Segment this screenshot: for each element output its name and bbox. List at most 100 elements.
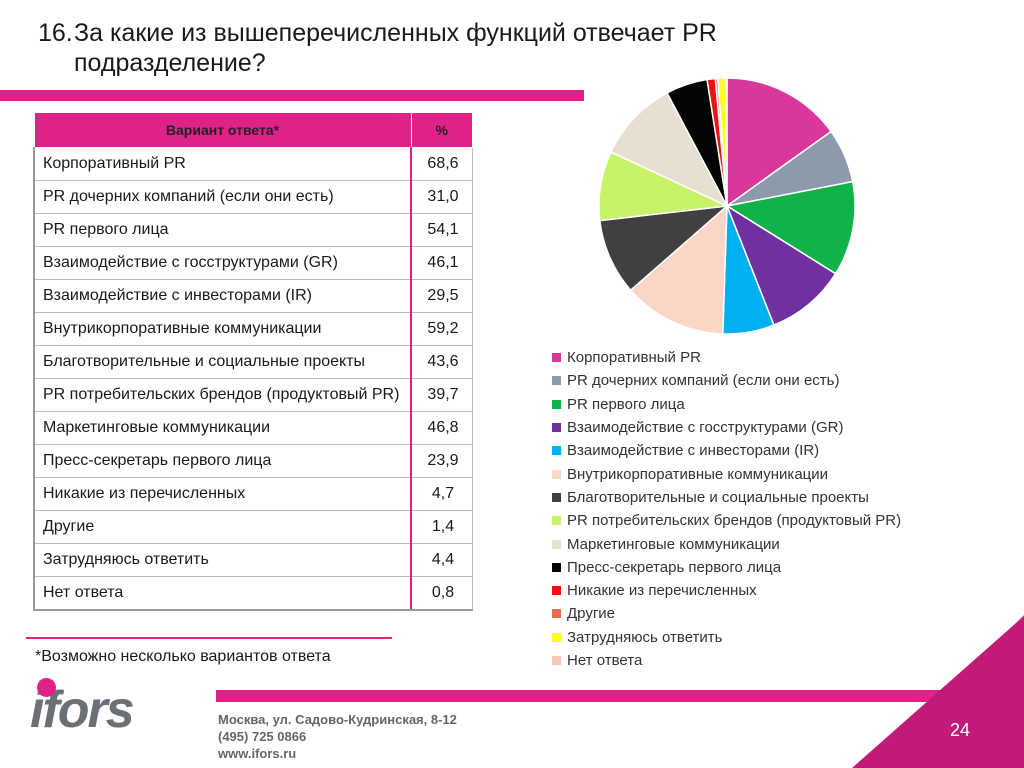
option-label: PR потребительских брендов (продуктовый … <box>33 378 412 412</box>
legend-item: Никакие из перечисленных <box>552 579 901 602</box>
legend-item: Нет ответа <box>552 649 901 672</box>
legend-label: Нет ответа <box>567 652 643 669</box>
legend-label: PR первого лица <box>567 395 685 413</box>
table-row: Взаимодействие с инвесторами (IR) 29,5 <box>33 279 473 313</box>
table-row: PR первого лица 54,1 <box>33 213 473 247</box>
legend-swatch <box>552 446 561 456</box>
option-label: PR первого лица <box>33 213 412 247</box>
legend-swatch <box>552 353 561 363</box>
legend-swatch <box>552 562 561 572</box>
option-percent: 4,4 <box>410 543 473 577</box>
option-label: Пресс-секретарь первого лица <box>33 444 412 478</box>
address: Москва, ул. Садово-Кудринская, 8-12 <box>218 712 457 727</box>
option-label: Нет ответа <box>33 576 412 611</box>
table-row: Благотворительные и социальные проекты 43… <box>33 345 473 379</box>
option-percent: 29,5 <box>410 279 473 313</box>
table-row: Внутрикорпоративные коммуникации 59,2 <box>33 312 473 346</box>
table-row: Никакие из перечисленных 4,7 <box>33 477 473 511</box>
table-row: Маркетинговые коммуникации 46,8 <box>33 411 473 445</box>
table-row: Другие 1,4 <box>33 510 473 544</box>
legend-swatch <box>552 609 561 619</box>
phone: (495) 725 0866 <box>218 729 307 744</box>
legend-item: PR первого лица <box>552 393 901 416</box>
legend-swatch <box>552 656 561 665</box>
legend-swatch <box>552 423 561 433</box>
legend-item: Затрудняюсь ответить <box>552 626 901 649</box>
legend-label: Взаимодействие с инвесторами (IR) <box>567 442 820 460</box>
pie-slice <box>599 204 730 292</box>
footer-contacts: Москва, ул. Садово-Кудринская, 8-12 (495… <box>218 711 457 762</box>
option-label: Никакие из перечисленных <box>33 477 412 511</box>
header-percent: % <box>410 112 473 148</box>
legend-label: Благотворительные и социальные проекты <box>567 488 869 506</box>
option-label: Маркетинговые коммуникации <box>33 411 412 445</box>
legend-label: Внутрикорпоративные коммуникации <box>567 465 829 483</box>
option-percent: 0,8 <box>410 576 473 611</box>
legend-label: Затрудняюсь ответить <box>567 628 723 646</box>
legend-item: Пресс-секретарь первого лица <box>552 556 901 579</box>
legend-label: Взаимодействие с госструктурами (GR) <box>567 419 844 437</box>
legend-item: Взаимодействие с инвесторами (IR) <box>552 439 901 462</box>
table-row: PR потребительских брендов (продуктовый … <box>33 378 473 412</box>
footnote: *Возможно несколько вариантов ответа <box>35 648 331 665</box>
legend-item: Другие <box>552 602 901 625</box>
answers-table: Вариант ответа* % Корпоративный PR 68,6 PR… <box>33 112 473 611</box>
legend-swatch <box>552 516 561 526</box>
page-number: 24 <box>950 720 971 740</box>
table-row: Затрудняюсь ответить 4,4 <box>33 543 473 577</box>
option-label: Другие <box>33 510 412 544</box>
chart-legend: Корпоративный PR PR дочерних компаний (ес… <box>552 346 901 672</box>
option-label: PR дочерних компаний (если они есть) <box>33 180 412 214</box>
pie-chart <box>598 77 856 335</box>
legend-label: PR дочерних компаний (если они есть) <box>567 372 840 390</box>
table-header-row: Вариант ответа* % <box>33 112 473 148</box>
pie-slice <box>726 77 833 208</box>
option-percent: 1,4 <box>410 510 473 544</box>
option-label: Взаимодействие с госструктурами (GR) <box>33 246 412 280</box>
table-row: Пресс-секретарь первого лица 23,9 <box>33 444 473 478</box>
option-label: Благотворительные и социальные проекты <box>33 345 412 379</box>
option-percent: 68,6 <box>410 147 473 181</box>
option-percent: 43,6 <box>410 345 473 379</box>
legend-label: Пресс-секретарь первого лица <box>567 558 782 576</box>
question-number: 16. <box>38 19 73 47</box>
table-row: PR дочерних компаний (если они есть) 31,0 <box>33 180 473 214</box>
option-label: Корпоративный PR <box>33 147 412 181</box>
header-option: Вариант ответа* <box>33 112 412 148</box>
legend-label: PR потребительских брендов (продуктовый … <box>567 512 902 530</box>
table-row: Взаимодействие с госструктурами (GR) 46,1 <box>33 246 473 280</box>
legend-swatch <box>552 399 561 409</box>
footnote-line <box>26 637 392 639</box>
legend-label: Другие <box>567 605 616 623</box>
option-percent: 46,8 <box>410 411 473 445</box>
logo-dot <box>37 678 56 697</box>
legend-label: Корпоративный PR <box>567 349 701 367</box>
legend-item: Благотворительные и социальные проекты <box>552 486 901 509</box>
pie-slice <box>609 91 729 208</box>
legend-item: PR дочерних компаний (если они есть) <box>552 369 901 392</box>
option-percent: 46,1 <box>410 246 473 280</box>
option-percent: 4,7 <box>410 477 473 511</box>
option-percent: 39,7 <box>410 378 473 412</box>
pie-slice <box>724 77 728 207</box>
option-percent: 54,1 <box>410 213 473 247</box>
legend-item: Корпоративный PR <box>552 346 901 369</box>
website: www.ifors.ru <box>218 746 297 761</box>
corner-triangle-dark <box>852 616 1024 768</box>
legend-label: Маркетинговые коммуникации <box>567 535 780 553</box>
option-label: Взаимодействие с инвесторами (IR) <box>33 279 412 313</box>
footer-bar <box>216 690 1024 702</box>
legend-label: Никакие из перечисленных <box>567 582 757 600</box>
option-label: Внутрикорпоративные коммуникации <box>33 312 412 346</box>
legend-item: Внутрикорпоративные коммуникации <box>552 462 901 485</box>
legend-item: Взаимодействие с госструктурами (GR) <box>552 416 901 439</box>
pie-slice <box>629 204 728 335</box>
option-percent: 59,2 <box>410 312 473 346</box>
table-row: Нет ответа 0,8 <box>33 576 473 611</box>
option-percent: 31,0 <box>410 180 473 214</box>
legend-item: Маркетинговые коммуникации <box>552 532 901 555</box>
option-label: Затрудняюсь ответить <box>33 543 412 577</box>
title-underline-bar <box>0 90 584 101</box>
legend-swatch <box>552 632 561 642</box>
legend-swatch <box>552 376 561 386</box>
